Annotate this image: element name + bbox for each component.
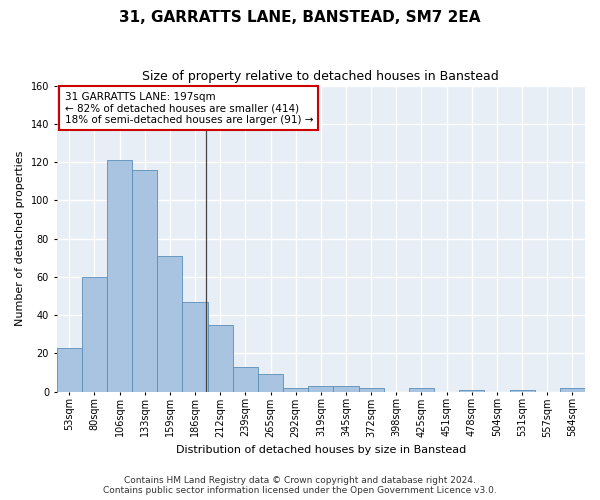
Bar: [182, 302, 208, 392]
Bar: [157, 256, 182, 392]
Bar: [359, 388, 384, 392]
Bar: [208, 324, 233, 392]
Bar: [132, 170, 157, 392]
Bar: [283, 388, 308, 392]
Text: 31, GARRATTS LANE, BANSTEAD, SM7 2EA: 31, GARRATTS LANE, BANSTEAD, SM7 2EA: [119, 10, 481, 25]
Bar: [459, 390, 484, 392]
Title: Size of property relative to detached houses in Banstead: Size of property relative to detached ho…: [142, 70, 499, 83]
Y-axis label: Number of detached properties: Number of detached properties: [15, 151, 25, 326]
Bar: [334, 386, 359, 392]
Bar: [56, 348, 82, 392]
Bar: [233, 366, 258, 392]
Bar: [509, 390, 535, 392]
Text: 31 GARRATTS LANE: 197sqm
← 82% of detached houses are smaller (414)
18% of semi-: 31 GARRATTS LANE: 197sqm ← 82% of detach…: [65, 92, 313, 125]
Bar: [107, 160, 132, 392]
Bar: [409, 388, 434, 392]
Bar: [560, 388, 585, 392]
Bar: [308, 386, 334, 392]
Bar: [258, 374, 283, 392]
Bar: [82, 277, 107, 392]
X-axis label: Distribution of detached houses by size in Banstead: Distribution of detached houses by size …: [176, 445, 466, 455]
Text: Contains HM Land Registry data © Crown copyright and database right 2024.
Contai: Contains HM Land Registry data © Crown c…: [103, 476, 497, 495]
